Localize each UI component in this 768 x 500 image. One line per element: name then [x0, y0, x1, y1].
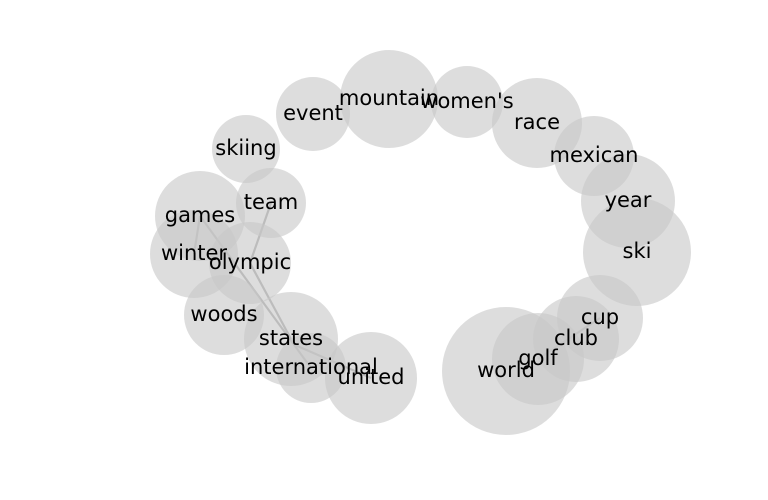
node-label-olympic: olympic: [209, 250, 291, 274]
node-bubble-world: [442, 307, 570, 435]
node-label-club: club: [554, 326, 598, 350]
node-label-ski: ski: [623, 239, 652, 263]
node-label-cup: cup: [581, 305, 619, 329]
nodes-layer: [150, 50, 691, 435]
node-bubble-woods: [184, 275, 264, 355]
node-label-womens: women's: [420, 89, 513, 113]
node-bubble-united: [325, 332, 417, 424]
node-label-team: team: [244, 190, 298, 214]
node-label-united: united: [338, 365, 405, 389]
node-label-year: year: [605, 188, 652, 212]
node-label-winter: winter: [161, 241, 227, 265]
node-label-international: international: [244, 355, 378, 379]
node-label-states: states: [259, 326, 323, 350]
node-label-event: event: [283, 101, 343, 125]
node-bubble-skiing: [212, 115, 280, 183]
node-label-games: games: [165, 203, 236, 227]
node-bubble-mountain: [340, 50, 438, 148]
node-bubble-womens: [431, 66, 503, 138]
node-label-skiing: skiing: [215, 136, 276, 160]
node-label-world: world: [477, 358, 535, 382]
node-bubble-event: [276, 77, 350, 151]
node-label-race: race: [514, 110, 560, 134]
node-label-woods: woods: [190, 302, 257, 326]
node-label-mexican: mexican: [550, 143, 639, 167]
node-bubble-team: [236, 168, 306, 238]
node-label-mountain: mountain: [339, 86, 439, 110]
node-label-golf: golf: [518, 346, 558, 370]
